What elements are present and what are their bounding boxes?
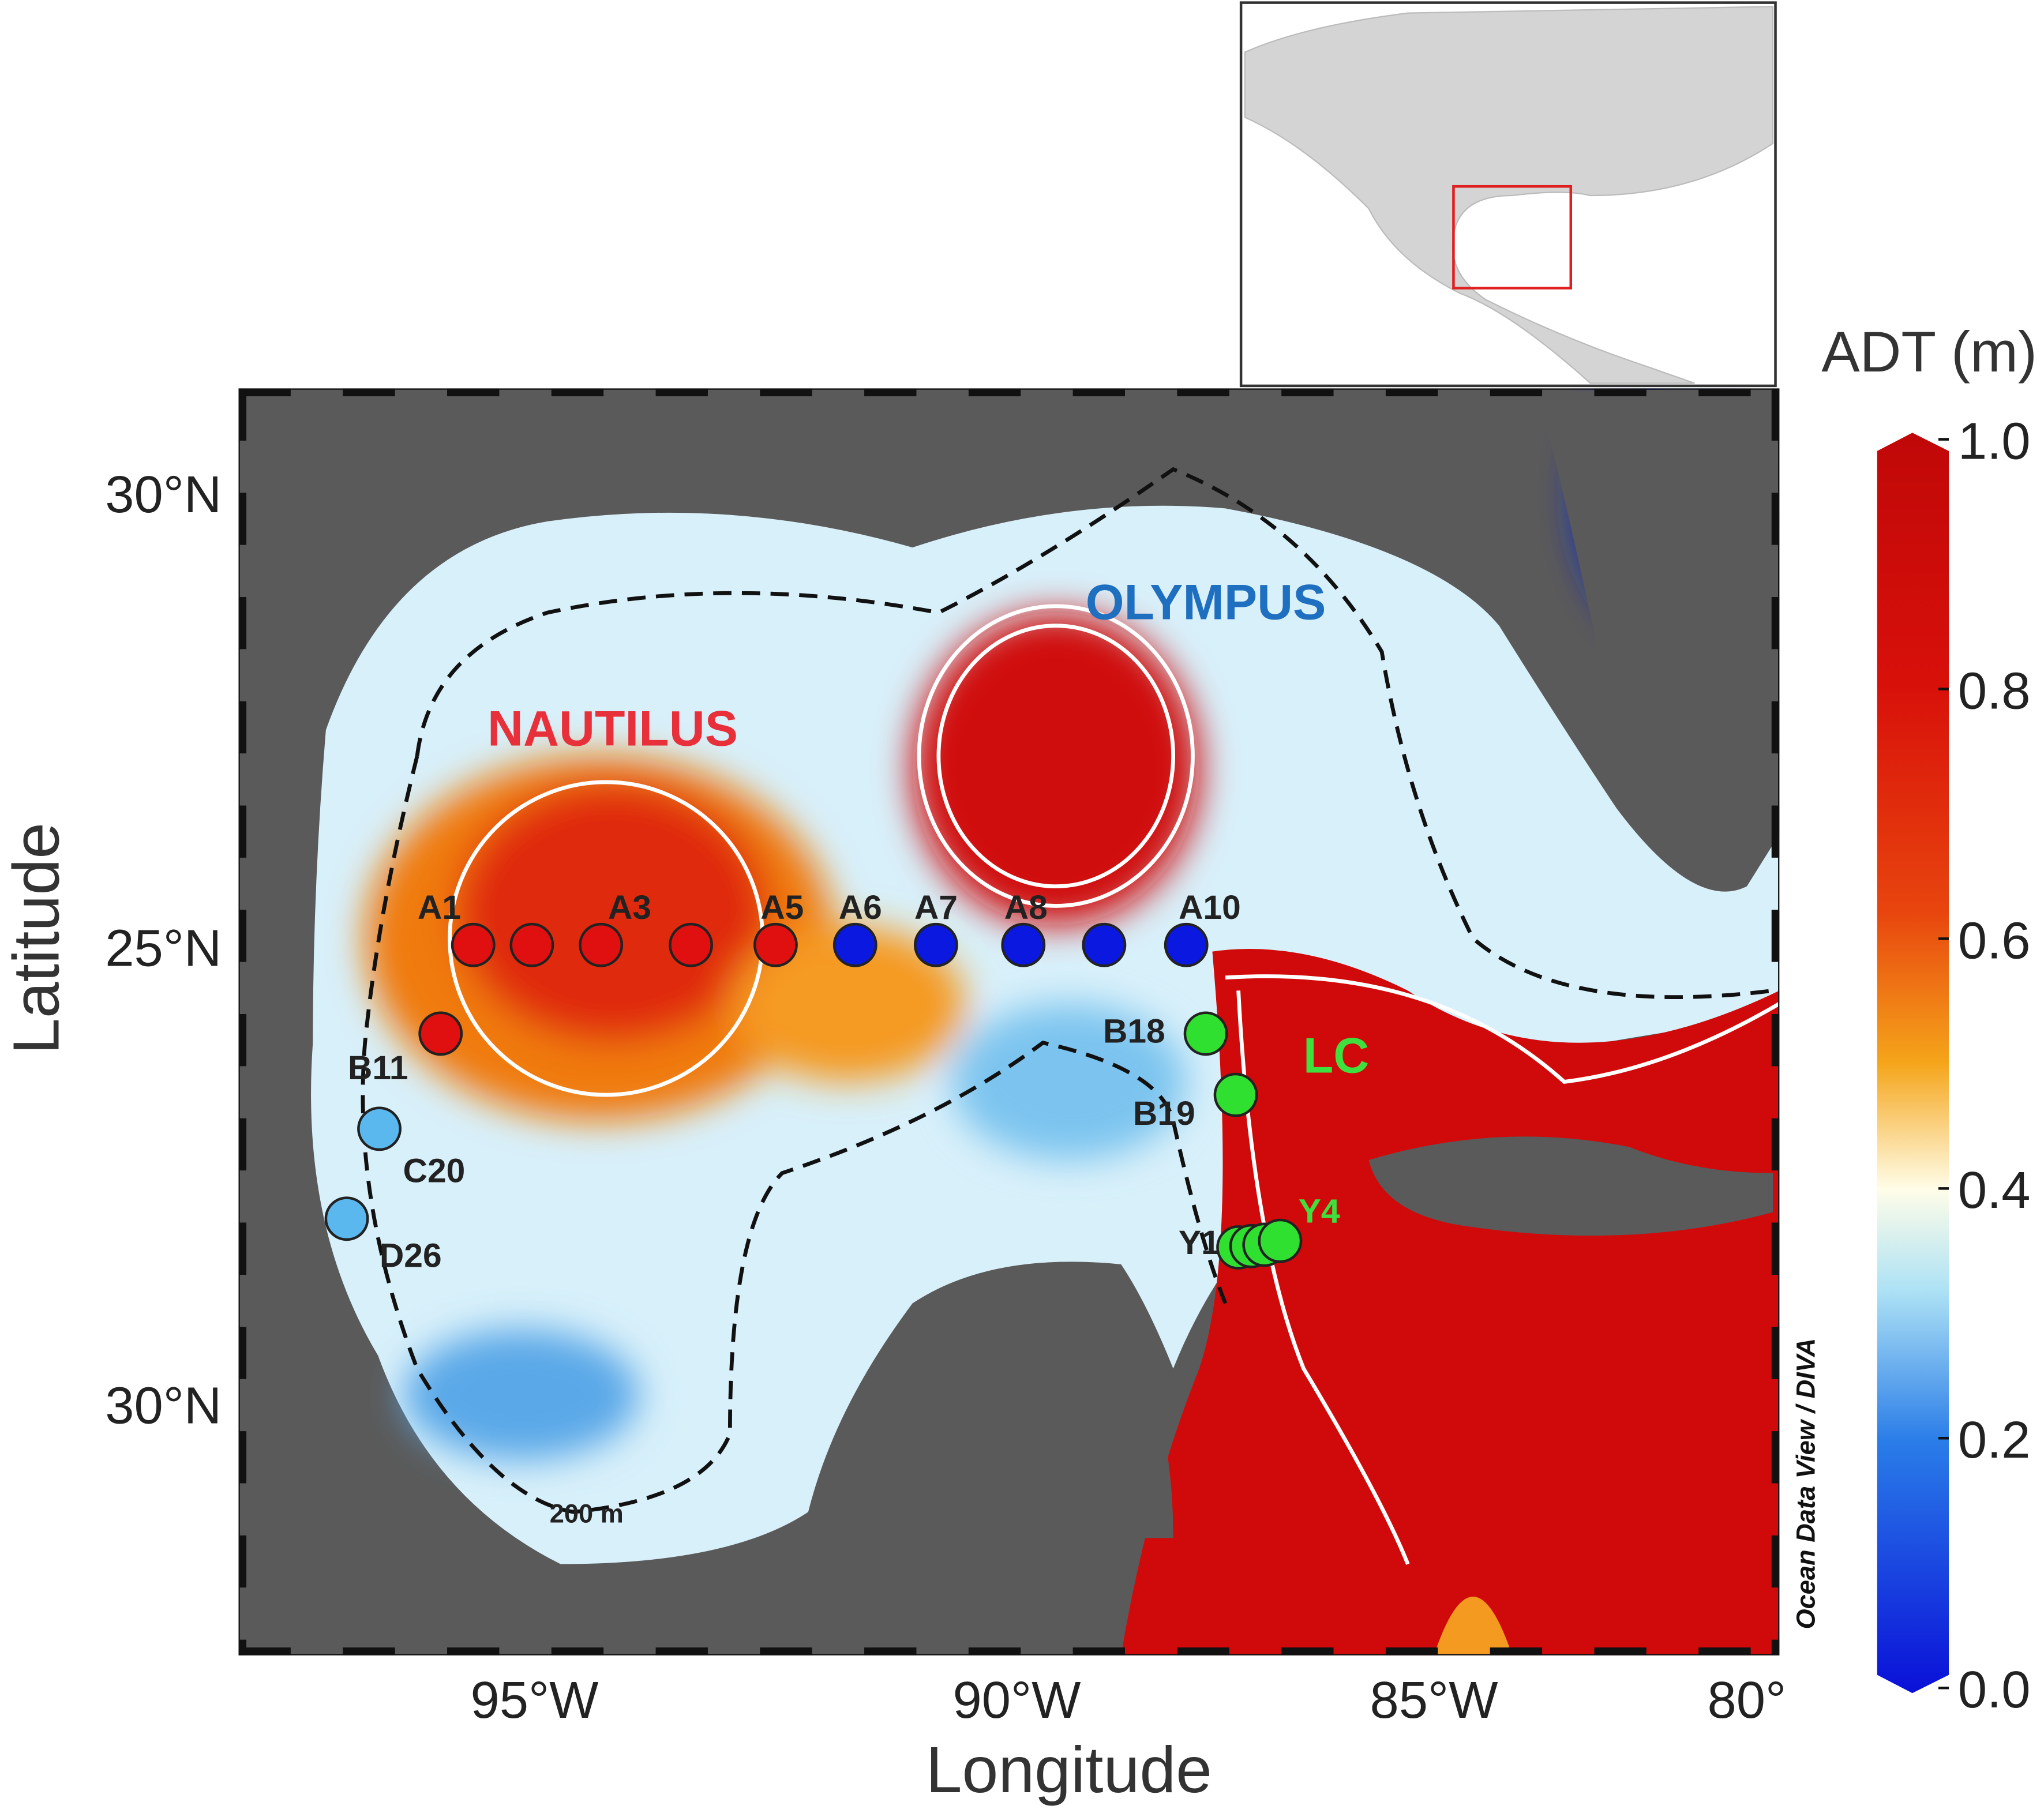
region-label: LC — [1303, 1028, 1369, 1084]
station-label: A10 — [1179, 889, 1241, 926]
station-marker — [669, 922, 713, 967]
y-tick-label: 30°N — [105, 1377, 222, 1435]
station-marker — [1001, 922, 1046, 967]
station-marker — [1213, 1072, 1258, 1117]
station-label: A8 — [1004, 889, 1048, 926]
station-marker — [832, 922, 877, 967]
station-label: C20 — [403, 1152, 466, 1190]
station-marker — [1164, 922, 1209, 967]
colorbar-tick-label: 0.0 — [1958, 1661, 2031, 1719]
station-label: A1 — [418, 889, 461, 926]
colorbar-tick-label: 1.0 — [1958, 412, 2031, 470]
station-label: B19 — [1133, 1095, 1195, 1132]
y-tick-label: 30°N — [105, 465, 222, 524]
station-label: A3 — [608, 889, 651, 926]
x-tick-label: 95°W — [470, 1671, 598, 1729]
station-label: D26 — [380, 1237, 442, 1274]
credit: Ocean Data View / DIVA — [1791, 1338, 1820, 1630]
station-marker — [509, 922, 554, 967]
station-marker — [324, 1196, 369, 1241]
x-axis-label: Longitude — [926, 1733, 1212, 1806]
station-label: Y1 — [1179, 1224, 1220, 1262]
colorbar-tick-label: 0.4 — [1958, 1161, 2031, 1219]
colorbar-title: ADT (m) — [1821, 320, 2037, 384]
station-marker — [451, 922, 496, 967]
colorbar-tick-label: 0.6 — [1958, 911, 2031, 970]
y-tick-label: 25°N — [105, 919, 222, 977]
colorbar-tick-label: 0.8 — [1958, 662, 2031, 720]
station-label: Y4 — [1299, 1193, 1340, 1230]
station-marker — [418, 1011, 463, 1056]
colorbar: ADT (m) — [1821, 320, 2037, 1694]
station-marker — [913, 922, 958, 967]
y-axis-label: Latitude — [0, 823, 73, 1054]
station-label: A6 — [839, 889, 882, 926]
station-label: A5 — [760, 889, 804, 926]
x-tick-label: 85°W — [1370, 1671, 1498, 1729]
colorbar-tick-label: 0.2 — [1958, 1411, 2031, 1469]
region-label: OLYMPUS — [1086, 575, 1326, 630]
region-label: NAUTILUS — [487, 701, 738, 757]
station-marker — [357, 1106, 402, 1151]
x-tick-label: 90°W — [952, 1671, 1081, 1729]
x-tick-label: 80° — [1707, 1671, 1786, 1729]
station-marker — [1082, 922, 1127, 967]
station-marker — [579, 922, 624, 967]
map — [238, 388, 1780, 1655]
contour-label: 200 m — [550, 1499, 624, 1528]
station-label: B18 — [1103, 1013, 1165, 1050]
station-marker — [753, 922, 798, 967]
inset-map — [1239, 1, 1777, 388]
station-label: A7 — [914, 889, 958, 926]
station-marker — [1258, 1218, 1303, 1263]
station-marker — [1183, 1011, 1228, 1056]
station-label: B11 — [348, 1049, 408, 1087]
